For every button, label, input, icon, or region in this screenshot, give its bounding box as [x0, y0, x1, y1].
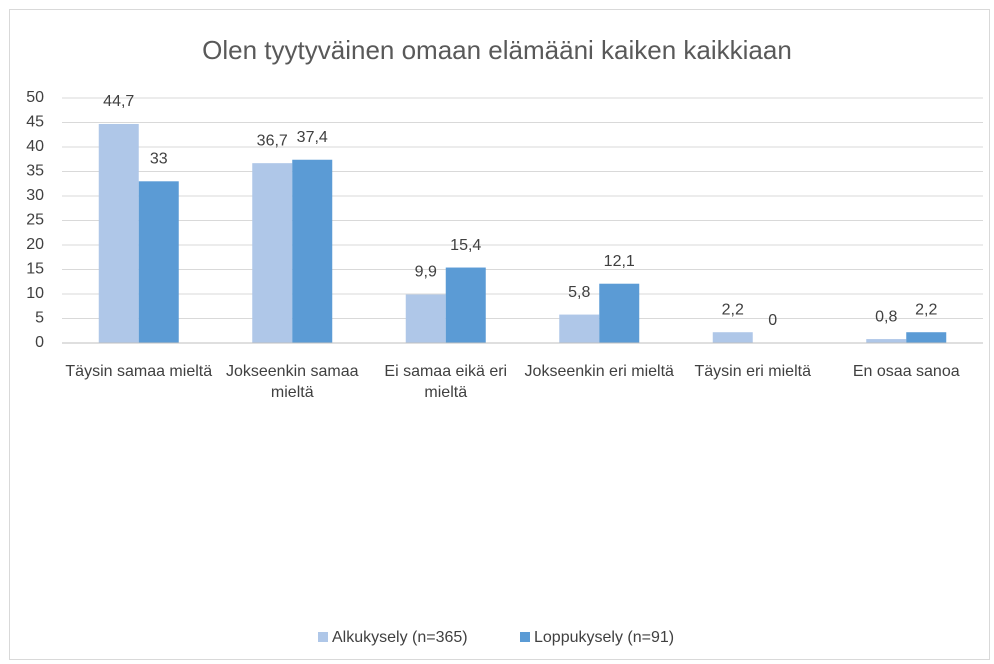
bar [138, 181, 179, 343]
data-label: 0,8 [875, 308, 897, 325]
x-tick-label: Täysin samaa mieltä [65, 363, 213, 380]
data-label: 33 [150, 151, 168, 168]
bar [866, 339, 907, 343]
data-label: 2,2 [722, 301, 744, 318]
bar [599, 283, 640, 343]
data-label: 12,1 [604, 253, 635, 270]
y-tick-label: 30 [26, 187, 44, 204]
x-tick-label: Jokseenkin eri mieltä [524, 363, 674, 380]
y-tick-label: 25 [26, 212, 44, 229]
y-tick-label: 5 [35, 310, 44, 327]
data-label: 15,4 [450, 237, 481, 254]
chart-title: Olen tyytyväinen omaan elämääni kaiken k… [202, 35, 792, 65]
bar [559, 314, 600, 343]
legend-swatch [318, 632, 328, 642]
data-label: 44,7 [103, 93, 134, 110]
x-tick-label: En osaa sanoa [852, 363, 960, 380]
data-label: 9,9 [415, 264, 437, 281]
bar [98, 123, 139, 343]
legend-label: Alkukysely (n=365) [332, 629, 468, 646]
y-tick-label: 10 [26, 285, 44, 302]
x-tick-label: Ei samaa eikä eri mieltä [384, 363, 508, 401]
legend-label: Loppukysely (n=91) [534, 629, 674, 646]
bar [445, 267, 486, 343]
y-tick-label: 0 [35, 334, 44, 351]
data-label: 37,4 [297, 129, 328, 146]
legend-swatch [520, 632, 530, 642]
y-tick-label: 20 [26, 236, 44, 253]
bar [292, 159, 333, 343]
y-tick-label: 35 [26, 163, 44, 180]
data-label: 2,2 [915, 301, 937, 318]
bar [252, 163, 293, 343]
y-tick-label: 45 [26, 114, 44, 131]
data-label: 36,7 [257, 132, 288, 149]
y-tick-label: 40 [26, 138, 44, 155]
y-tick-label: 50 [26, 89, 44, 106]
bar [906, 332, 947, 343]
x-tick-label: Täysin eri mieltä [694, 363, 811, 380]
y-tick-label: 15 [26, 261, 44, 278]
data-label: 5,8 [568, 284, 590, 301]
x-tick-label: Jokseenkin samaa mieltä [225, 363, 359, 401]
bar [405, 294, 446, 343]
data-label: 0 [768, 312, 777, 329]
bar [712, 332, 753, 343]
